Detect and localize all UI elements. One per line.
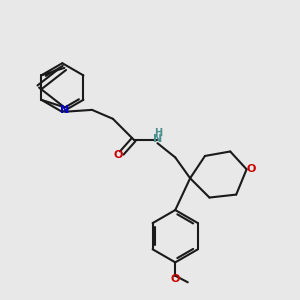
Text: H: H	[154, 128, 162, 138]
Text: O: O	[171, 274, 180, 284]
Text: O: O	[113, 150, 123, 160]
Text: N: N	[153, 134, 163, 144]
Text: N: N	[60, 105, 69, 115]
Text: O: O	[246, 164, 255, 174]
